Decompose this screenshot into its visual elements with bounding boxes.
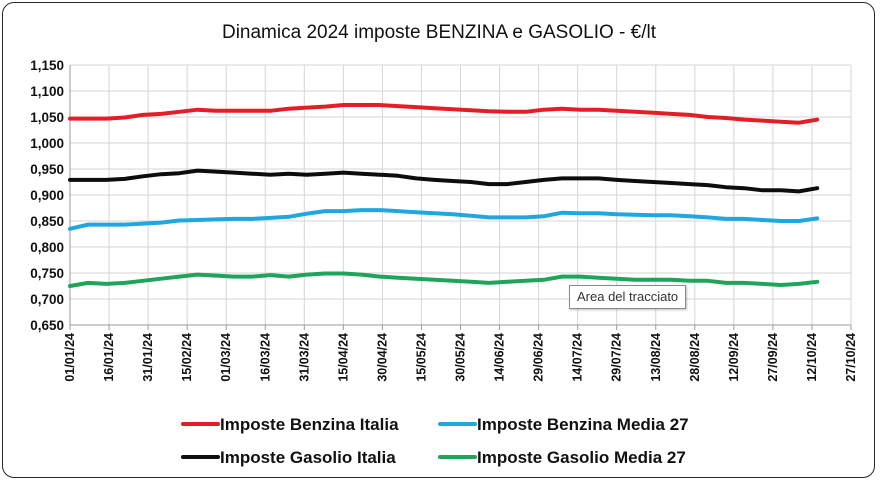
x-tick-label: 27/10/24 [844,333,858,382]
y-tick-label: 0,800 [30,240,64,255]
y-tick-label: 0,850 [30,214,64,229]
y-tick-label: 1,100 [30,84,64,99]
y-tick-label: 1,050 [30,110,64,125]
legend-label: Imposte Gasolio Media 27 [477,448,686,467]
x-tick-label: 15/02/24 [180,333,194,382]
legend-label: Imposte Benzina Media 27 [477,415,689,434]
x-tick-label: 27/09/24 [766,333,780,382]
x-tick-label: 30/05/24 [454,333,468,382]
x-tick-label: 29/07/24 [610,333,624,382]
series-line-1 [68,103,820,125]
x-tick-label: 14/07/24 [571,333,585,382]
y-tick-label: 1,000 [30,136,64,151]
x-tick-label: 15/05/24 [414,333,428,382]
x-tick-label: 13/08/24 [649,333,663,382]
x-tick-label: 28/08/24 [688,333,702,382]
x-tick-label: 01/03/24 [219,333,233,382]
legend: Imposte Benzina Italia Imposte Benzina Me… [181,415,689,467]
chart-title: Dinamica 2024 imposte BENZINA e GASOLIO … [222,22,657,43]
x-tick-label: 16/03/24 [258,333,272,382]
y-tick-label: 0,750 [30,266,64,281]
y-tick-label: 1,150 [30,58,64,73]
x-tick-label: 12/09/24 [727,333,741,382]
y-tick-label: 0,950 [30,162,64,177]
plot-area-tooltip: Area del tracciato [569,285,687,309]
chart-frame [2,2,875,478]
legend-label: Imposte Gasolio Italia [220,448,396,467]
y-tick-label: 0,900 [30,188,64,203]
series-line-4 [68,271,820,288]
series-line-2 [68,208,820,231]
x-tick-label: 12/10/24 [805,333,819,382]
x-tick-label: 15/04/24 [336,333,350,382]
x-tick-label: 14/06/24 [493,333,507,382]
x-tick-label: 31/03/24 [297,333,311,382]
y-tick-label: 0,700 [30,292,64,307]
x-tick-label: 30/04/24 [375,333,389,382]
x-tick-label: 31/01/24 [141,333,155,382]
legend-label: Imposte Benzina Italia [220,415,399,434]
grid [69,64,852,325]
x-tick-label: 16/01/24 [102,333,116,382]
x-tick-label: 29/06/24 [532,333,546,382]
series-lines [68,103,820,288]
y-tick-label: 0,650 [30,318,64,333]
x-tick-label: 01/01/24 [63,333,77,382]
series-line-3 [68,168,820,194]
axes: 1,150 1,100 1,050 1,000 0,950 0,900 0,850 0,800… [30,58,858,382]
